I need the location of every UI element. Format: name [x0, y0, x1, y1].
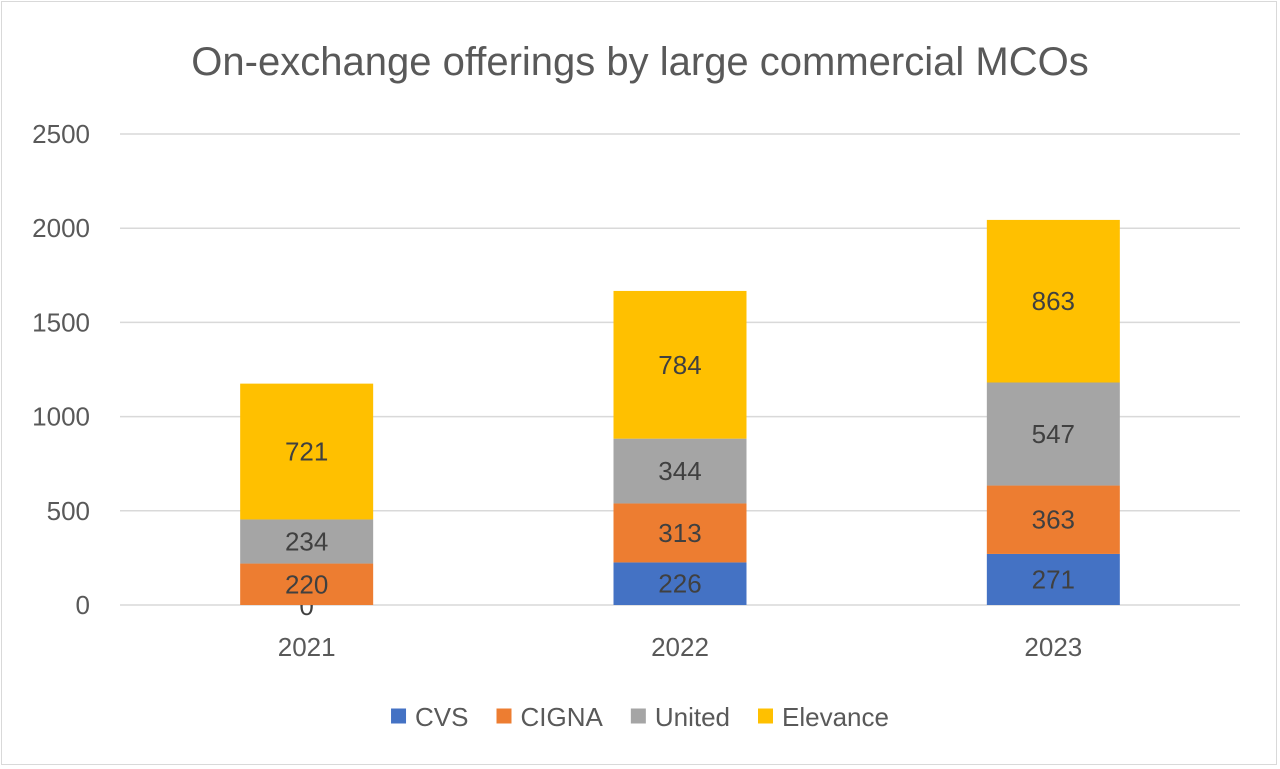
legend-swatch-cvs — [391, 708, 407, 724]
data-label-cvs-2022: 226 — [658, 569, 701, 599]
x-tick-label-2021: 2021 — [278, 632, 336, 662]
legend-swatch-cigna — [496, 708, 512, 724]
y-tick-label: 2500 — [32, 119, 90, 149]
legend-label-united: United — [655, 702, 730, 732]
y-tick-label: 0 — [76, 590, 90, 620]
data-label-elevance-2021: 721 — [285, 437, 328, 467]
legend-item-united: United — [630, 702, 730, 732]
bar-elevance-2021 — [240, 383, 374, 520]
legend-label-cigna: CIGNA — [521, 702, 604, 732]
legend-swatch-united — [630, 708, 646, 724]
data-label-united-2021: 234 — [285, 527, 328, 557]
y-tick-label: 1500 — [32, 307, 90, 337]
legend-item-cigna: CIGNA — [496, 702, 604, 732]
bar-united-2021 — [240, 519, 374, 564]
chart-title: On-exchange offerings by large commercia… — [191, 40, 1088, 84]
data-label-united-2023: 547 — [1032, 419, 1075, 449]
legend-item-elevance: Elevance — [758, 702, 889, 732]
legend-label-cvs: CVS — [415, 702, 468, 732]
data-label-elevance-2023: 863 — [1032, 286, 1075, 316]
legend-swatch-elevance — [758, 708, 773, 724]
x-tick-label-2022: 2022 — [651, 632, 709, 662]
x-tick-label-2023: 2023 — [1024, 632, 1082, 662]
legend-item-cvs: CVS — [391, 702, 469, 732]
bar-united-2023 — [986, 382, 1120, 486]
data-label-cigna-2023: 363 — [1032, 505, 1075, 535]
data-label-cigna-2022: 313 — [658, 518, 701, 548]
bar-cigna-2023 — [986, 485, 1120, 554]
bar-cvs-2023 — [986, 553, 1120, 605]
bar-cvs-2022 — [613, 562, 747, 605]
data-label-cvs-2023: 271 — [1032, 564, 1075, 594]
data-label-elevance-2022: 784 — [658, 350, 701, 380]
y-tick-label: 1000 — [32, 402, 90, 432]
bar-cigna-2021 — [240, 563, 374, 605]
bar-united-2022 — [613, 438, 747, 504]
bar-elevance-2022 — [613, 290, 747, 439]
data-label-cigna-2021: 220 — [285, 569, 328, 599]
bar-cigna-2022 — [613, 503, 747, 563]
x-axis-tick-labels: 2021 2022 2023 — [278, 632, 1083, 662]
legend-label-elevance: Elevance — [782, 702, 889, 732]
legend: CVS CIGNA United Elevance — [391, 702, 889, 732]
y-tick-label: 500 — [47, 496, 90, 526]
y-tick-label: 2000 — [32, 213, 90, 243]
bar-elevance-2023 — [986, 219, 1120, 383]
data-label-united-2022: 344 — [658, 456, 701, 486]
y-axis-tick-labels: 0 500 1000 1500 2000 2500 — [32, 119, 90, 620]
